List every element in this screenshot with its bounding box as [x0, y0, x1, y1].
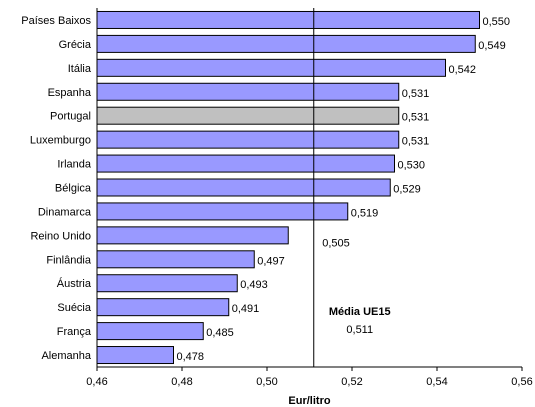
value-label: 0,493 — [240, 279, 268, 291]
value-label: 0,549 — [478, 40, 506, 52]
value-label: 0,529 — [393, 184, 421, 196]
value-label: 0,530 — [398, 160, 426, 172]
bar-7 — [96, 178, 391, 197]
category-label: Suécia — [57, 302, 92, 314]
value-label: 0,491 — [232, 303, 260, 315]
category-labels: Países Baixos Grécia Itália Espanha Portugal… — [21, 15, 92, 362]
value-label: 0,550 — [483, 16, 511, 28]
value-label: 0,531 — [402, 112, 430, 124]
bar-11 — [96, 274, 238, 293]
value-label: 0,519 — [351, 207, 379, 219]
category-label: Portugal — [50, 111, 91, 123]
bar-8 — [96, 202, 349, 221]
value-label: 0,505 — [322, 237, 350, 249]
bar-6 — [96, 154, 395, 173]
value-label: 0,478 — [177, 351, 205, 363]
x-tick-label: 0,54 — [426, 376, 447, 388]
category-label: Irlanda — [57, 159, 92, 171]
category-label: Dinamarca — [38, 206, 92, 218]
bars-group — [96, 10, 480, 365]
x-tick-label: 0,50 — [256, 376, 277, 388]
bar-5 — [96, 130, 400, 149]
category-label: Espanha — [48, 87, 92, 99]
bar-14 — [96, 346, 174, 365]
x-axis-title: Eur/litro — [288, 395, 330, 407]
value-label: 0,485 — [206, 327, 234, 339]
category-label: Países Baixos — [21, 15, 91, 27]
x-tick-label: 0,46 — [86, 376, 107, 388]
category-label: Grécia — [59, 39, 92, 51]
value-label: 0,531 — [402, 88, 430, 100]
category-label: Áustria — [57, 277, 92, 290]
bar-3 — [96, 82, 400, 101]
bar-4 — [96, 106, 400, 125]
value-label: 0,531 — [402, 136, 430, 148]
category-label: Itália — [68, 63, 92, 75]
x-tick-label: 0,56 — [511, 376, 532, 388]
category-label: Luxemburgo — [30, 135, 91, 147]
x-axis-ticks: 0,46 0,48 0,50 0,52 0,54 0,56 — [86, 367, 533, 388]
bar-13 — [96, 322, 204, 341]
reference-value: 0,511 — [346, 324, 373, 336]
bar-12 — [96, 298, 230, 317]
value-label: 0,542 — [449, 64, 477, 76]
bar-0 — [96, 10, 480, 29]
bar-10 — [96, 250, 255, 269]
x-tick-label: 0,48 — [171, 376, 192, 388]
bar-9 — [96, 226, 289, 245]
bar-2 — [96, 58, 446, 77]
reference-label: Média UE15 — [329, 306, 391, 318]
value-label: 0,497 — [257, 255, 285, 267]
bar-1 — [96, 34, 476, 53]
category-label: Bélgica — [55, 183, 92, 195]
category-label: Finlândia — [46, 254, 92, 266]
category-label: França — [57, 326, 92, 338]
category-label: Alemanha — [41, 350, 91, 362]
x-tick-label: 0,52 — [341, 376, 362, 388]
category-label: Reino Unido — [30, 230, 91, 242]
